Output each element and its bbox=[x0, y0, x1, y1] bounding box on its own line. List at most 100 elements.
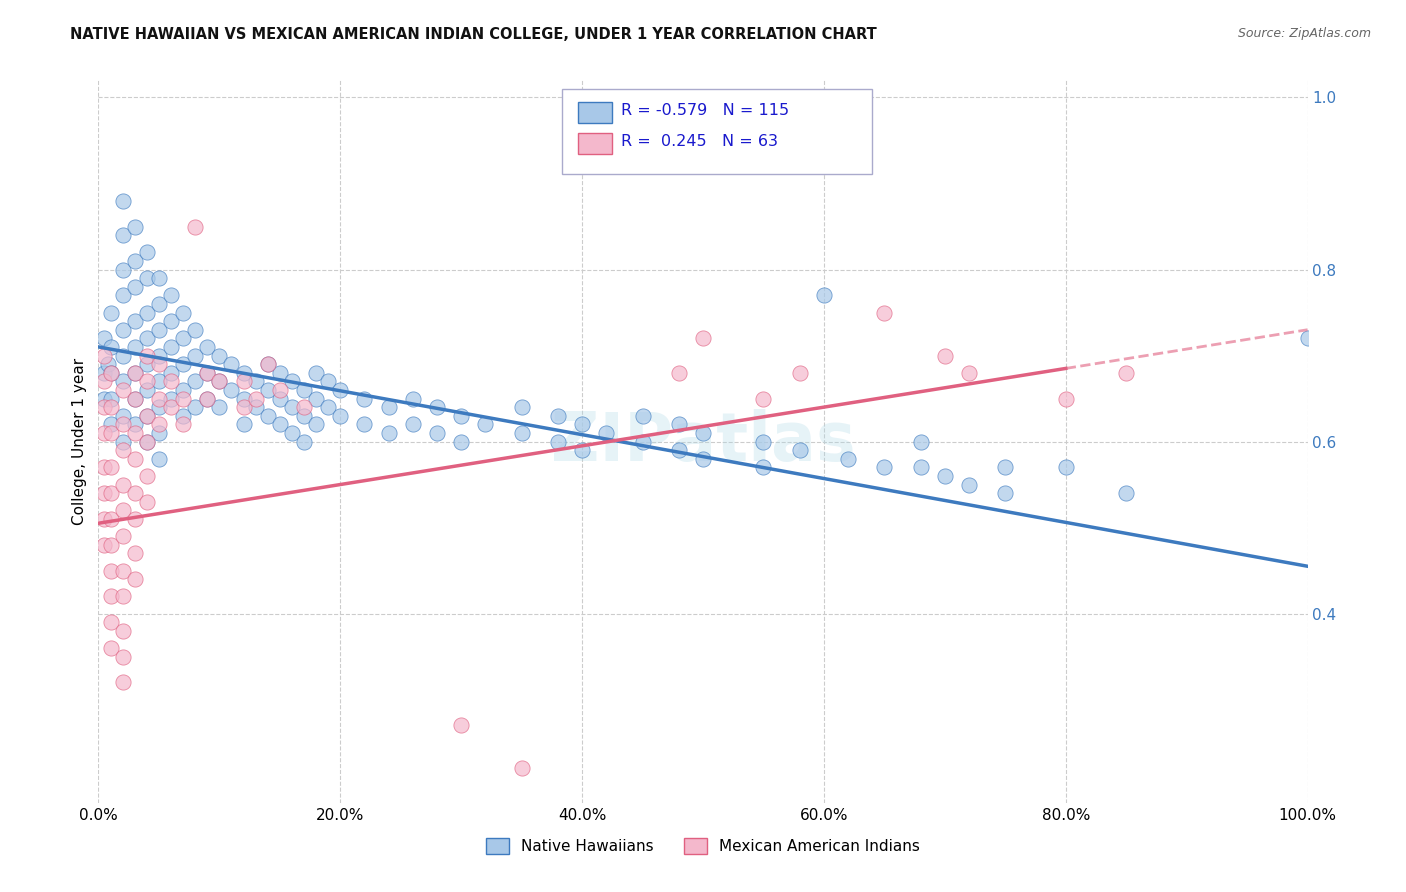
Point bbox=[316, 375, 339, 389]
Point bbox=[100, 392, 122, 406]
Point bbox=[269, 417, 291, 432]
Point bbox=[100, 512, 122, 526]
Point bbox=[789, 366, 811, 380]
Point bbox=[910, 434, 932, 449]
Point bbox=[474, 417, 496, 432]
Point bbox=[245, 392, 267, 406]
Point bbox=[221, 383, 243, 397]
Point bbox=[148, 451, 170, 466]
Point bbox=[100, 366, 122, 380]
Point bbox=[292, 400, 315, 414]
Point bbox=[148, 349, 170, 363]
Point bbox=[450, 718, 472, 732]
Point bbox=[111, 262, 134, 277]
Point bbox=[426, 400, 449, 414]
Point bbox=[292, 383, 315, 397]
Point bbox=[208, 349, 231, 363]
Point bbox=[195, 392, 218, 406]
Legend: Native Hawaiians, Mexican American Indians: Native Hawaiians, Mexican American India… bbox=[479, 832, 927, 860]
Point bbox=[100, 340, 122, 354]
Point bbox=[148, 357, 170, 371]
Point bbox=[135, 305, 157, 319]
Point bbox=[184, 349, 207, 363]
Point bbox=[148, 392, 170, 406]
Point bbox=[100, 460, 122, 475]
Point bbox=[208, 375, 231, 389]
Point bbox=[111, 477, 134, 491]
Point bbox=[93, 425, 115, 440]
Point bbox=[172, 383, 194, 397]
Point bbox=[124, 486, 146, 500]
Point bbox=[1296, 331, 1319, 345]
Point bbox=[571, 443, 593, 458]
Point bbox=[305, 366, 328, 380]
Text: R = -0.579   N = 115: R = -0.579 N = 115 bbox=[621, 103, 790, 118]
Point bbox=[135, 349, 157, 363]
Point bbox=[93, 538, 115, 552]
Point bbox=[124, 279, 146, 293]
Point bbox=[100, 615, 122, 630]
Point bbox=[571, 417, 593, 432]
Point bbox=[93, 366, 115, 380]
Point bbox=[111, 434, 134, 449]
Point bbox=[208, 375, 231, 389]
Point bbox=[100, 640, 122, 655]
Point bbox=[195, 366, 218, 380]
Point bbox=[873, 305, 896, 319]
Point bbox=[510, 400, 533, 414]
Point bbox=[329, 409, 352, 423]
Point bbox=[195, 366, 218, 380]
Point bbox=[353, 417, 375, 432]
Point bbox=[160, 314, 183, 328]
Point bbox=[1115, 366, 1137, 380]
Point bbox=[148, 297, 170, 311]
Point bbox=[631, 409, 654, 423]
Point bbox=[450, 434, 472, 449]
Point bbox=[752, 434, 775, 449]
Point bbox=[111, 383, 134, 397]
Point bbox=[256, 357, 278, 371]
Point bbox=[377, 400, 399, 414]
Point bbox=[148, 425, 170, 440]
Point bbox=[100, 538, 122, 552]
Point bbox=[281, 425, 304, 440]
Point bbox=[172, 305, 194, 319]
Point bbox=[100, 486, 122, 500]
Point bbox=[135, 494, 157, 508]
Point bbox=[111, 349, 134, 363]
Point bbox=[994, 486, 1017, 500]
Point bbox=[256, 409, 278, 423]
Point bbox=[510, 761, 533, 775]
Point bbox=[547, 434, 569, 449]
Point bbox=[124, 392, 146, 406]
Point bbox=[245, 375, 267, 389]
Point bbox=[148, 375, 170, 389]
Point bbox=[668, 366, 690, 380]
Point bbox=[93, 392, 115, 406]
Point bbox=[111, 323, 134, 337]
Point bbox=[160, 340, 183, 354]
Point bbox=[111, 503, 134, 517]
Point bbox=[450, 409, 472, 423]
Text: R =  0.245   N = 63: R = 0.245 N = 63 bbox=[621, 134, 779, 149]
Point bbox=[124, 425, 146, 440]
Point bbox=[100, 400, 122, 414]
Point bbox=[124, 314, 146, 328]
Point bbox=[269, 392, 291, 406]
Point bbox=[148, 417, 170, 432]
Point bbox=[232, 375, 254, 389]
Point bbox=[426, 425, 449, 440]
Point bbox=[111, 624, 134, 638]
Point bbox=[402, 417, 425, 432]
Point bbox=[256, 357, 278, 371]
Point bbox=[100, 564, 122, 578]
Point bbox=[135, 434, 157, 449]
Point bbox=[269, 366, 291, 380]
Point bbox=[148, 271, 170, 285]
Point bbox=[232, 417, 254, 432]
Point bbox=[93, 375, 115, 389]
Point bbox=[124, 512, 146, 526]
Point bbox=[813, 288, 835, 302]
Point bbox=[100, 366, 122, 380]
Point bbox=[789, 443, 811, 458]
